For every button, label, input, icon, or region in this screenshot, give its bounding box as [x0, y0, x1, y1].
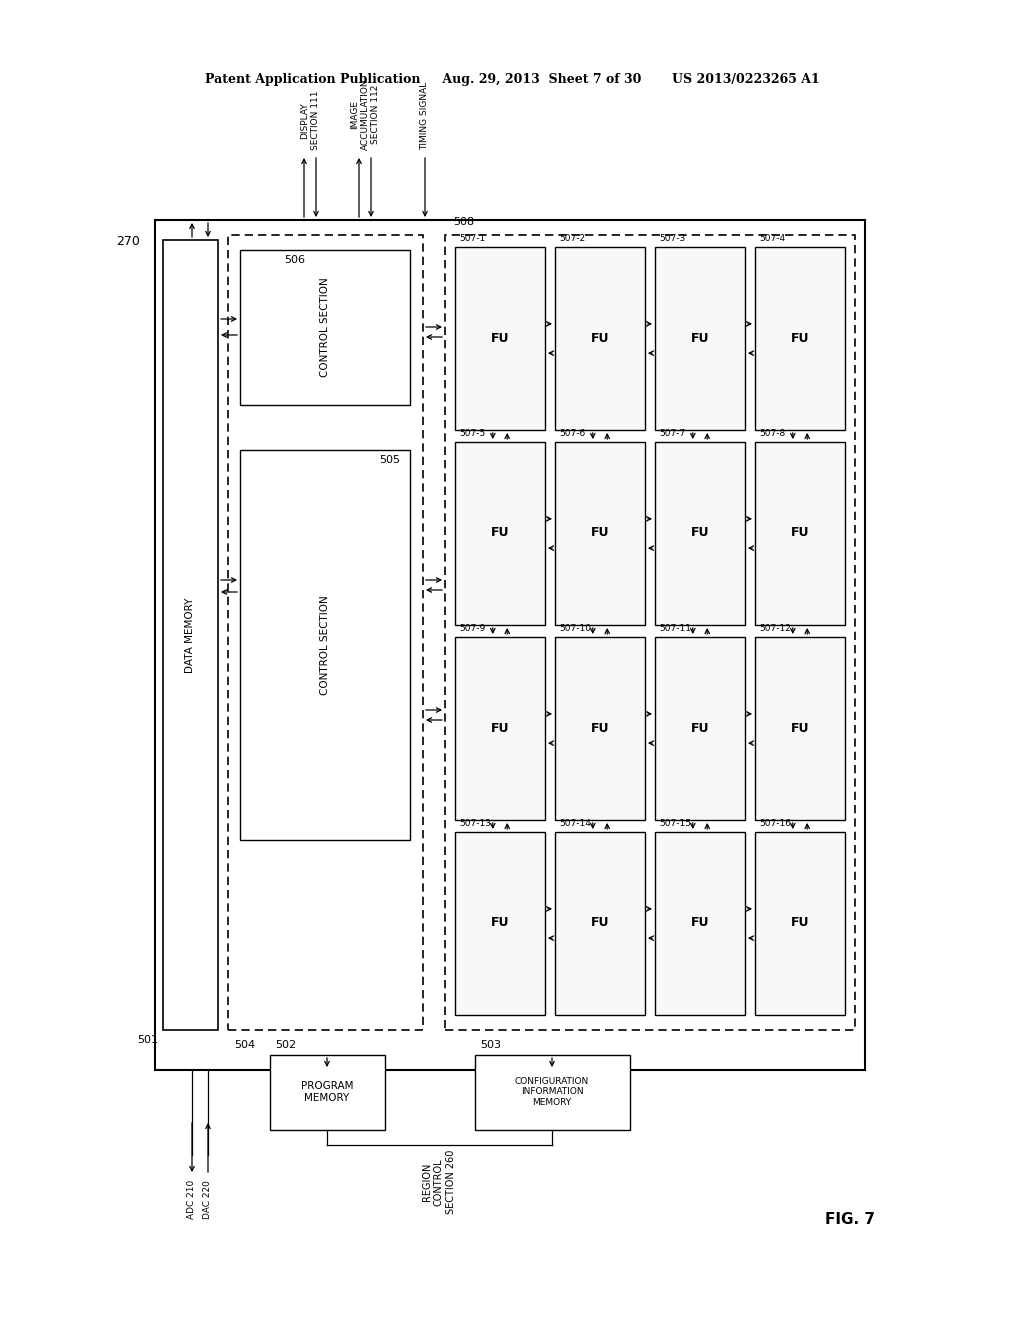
Text: REGION
CONTROL
SECTION 260: REGION CONTROL SECTION 260 — [422, 1150, 456, 1214]
Bar — [655, 638, 745, 820]
Text: 507-2: 507-2 — [559, 234, 585, 243]
Bar — [455, 832, 545, 1015]
Text: 507-15: 507-15 — [659, 818, 691, 828]
Text: 507-13: 507-13 — [459, 818, 490, 828]
Text: FIG. 7: FIG. 7 — [825, 1213, 874, 1228]
Bar — [755, 832, 845, 1015]
Text: PROGRAM
MEMORY: PROGRAM MEMORY — [301, 1081, 353, 1102]
Text: 507-9: 507-9 — [459, 624, 485, 634]
Bar — [655, 442, 745, 624]
Bar — [555, 247, 645, 430]
Text: CONFIGURATION
INFORMATION
MEMORY: CONFIGURATION INFORMATION MEMORY — [515, 1077, 589, 1107]
Text: FU: FU — [490, 916, 509, 929]
Text: 507-12: 507-12 — [759, 624, 791, 634]
Text: 503: 503 — [480, 1040, 501, 1049]
Bar — [555, 638, 645, 820]
Text: 502: 502 — [275, 1040, 296, 1049]
Text: FU: FU — [490, 331, 509, 345]
Text: IMAGE
ACCUMULATION
SECTION 112: IMAGE ACCUMULATION SECTION 112 — [350, 78, 380, 150]
Bar — [555, 442, 645, 624]
Text: TIMING SIGNAL: TIMING SIGNAL — [421, 82, 429, 150]
Bar — [270, 1055, 385, 1130]
Text: CONTROL SECTION: CONTROL SECTION — [319, 277, 330, 378]
Bar — [455, 638, 545, 820]
Bar — [555, 832, 645, 1015]
Text: 501: 501 — [137, 1035, 158, 1045]
Text: DAC 220: DAC 220 — [204, 1180, 213, 1218]
Bar — [163, 240, 218, 1030]
Text: FU: FU — [490, 527, 509, 540]
Text: ADC 210: ADC 210 — [187, 1180, 197, 1220]
Text: 508: 508 — [453, 216, 474, 227]
Text: 505: 505 — [379, 455, 400, 465]
Bar — [755, 638, 845, 820]
Text: FU: FU — [691, 916, 710, 929]
Bar — [755, 247, 845, 430]
Text: CONTROL SECTION: CONTROL SECTION — [319, 595, 330, 694]
Text: FU: FU — [591, 722, 609, 734]
Text: FU: FU — [791, 722, 809, 734]
Text: 507-14: 507-14 — [559, 818, 591, 828]
Text: 504: 504 — [233, 1040, 255, 1049]
Bar — [240, 249, 410, 405]
Bar — [445, 235, 855, 1030]
Text: Patent Application Publication     Aug. 29, 2013  Sheet 7 of 30       US 2013/02: Patent Application Publication Aug. 29, … — [205, 74, 819, 87]
Bar — [455, 247, 545, 430]
Text: 506: 506 — [285, 255, 305, 265]
Text: FU: FU — [591, 331, 609, 345]
Bar — [455, 442, 545, 624]
Text: 507-7: 507-7 — [659, 429, 685, 438]
Text: 507-10: 507-10 — [559, 624, 591, 634]
Text: 507-3: 507-3 — [659, 234, 685, 243]
Text: FU: FU — [791, 527, 809, 540]
Text: FU: FU — [490, 722, 509, 734]
Text: 507-8: 507-8 — [759, 429, 785, 438]
Bar — [755, 442, 845, 624]
Text: FU: FU — [791, 331, 809, 345]
Bar — [655, 247, 745, 430]
Text: DATA MEMORY: DATA MEMORY — [185, 598, 195, 673]
Bar — [155, 220, 865, 1071]
Bar — [240, 450, 410, 840]
Text: 507-5: 507-5 — [459, 429, 485, 438]
Bar — [475, 1055, 630, 1130]
Bar — [228, 235, 423, 1030]
Text: 270: 270 — [116, 235, 140, 248]
Bar — [655, 832, 745, 1015]
Text: 507-1: 507-1 — [459, 234, 485, 243]
Text: FU: FU — [691, 722, 710, 734]
Text: 507-4: 507-4 — [759, 234, 785, 243]
Text: FU: FU — [591, 916, 609, 929]
Text: FU: FU — [791, 916, 809, 929]
Text: FU: FU — [591, 527, 609, 540]
Text: 507-16: 507-16 — [759, 818, 791, 828]
Text: 507-11: 507-11 — [659, 624, 691, 634]
Text: 507-6: 507-6 — [559, 429, 586, 438]
Text: DISPLAY
SECTION 111: DISPLAY SECTION 111 — [300, 91, 319, 150]
Text: FU: FU — [691, 331, 710, 345]
Text: FU: FU — [691, 527, 710, 540]
